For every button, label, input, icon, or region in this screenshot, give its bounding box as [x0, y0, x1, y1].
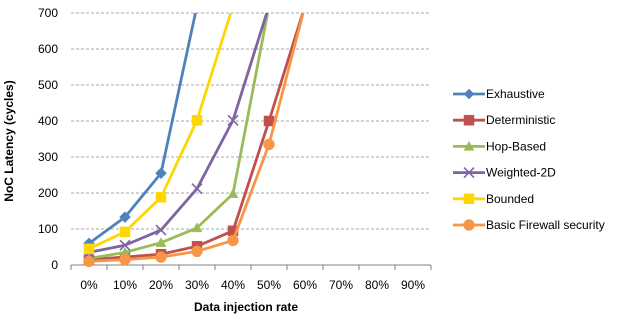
- legend-label: Bounded: [486, 192, 534, 206]
- x-tick-label: 80%: [365, 278, 389, 292]
- legend-label: Hop-Based: [486, 139, 546, 153]
- data-point: [119, 253, 131, 266]
- legend-label: Exhaustive: [486, 87, 545, 101]
- x-tick-labels: 0% 10% 20% 30% 40% 50% 60% 70% 80% 90%: [70, 265, 432, 292]
- legend-entry: Bounded: [453, 192, 534, 206]
- x-tick-label: 30%: [185, 278, 209, 292]
- y-tick-label: 700: [38, 6, 58, 20]
- x-tick-label: 70%: [329, 278, 353, 292]
- y-tick-labels: 0 100 200 300 400 500 600 700: [38, 6, 58, 272]
- y-tick-label: 600: [38, 42, 58, 56]
- legend-entry: Exhaustive: [453, 87, 545, 101]
- legend-entry: Hop-Based: [453, 139, 546, 153]
- series-lines: [83, 13, 305, 268]
- data-point: [155, 167, 167, 180]
- x-tick-label: 20%: [149, 278, 173, 292]
- data-point: [119, 226, 131, 238]
- data-point: [155, 237, 167, 247]
- legend: Exhaustive Deterministic Hop-Based Weighted…: [453, 87, 605, 232]
- legend-marker: [463, 193, 475, 205]
- series-line: [88, 13, 197, 245]
- legend-marker: [463, 219, 475, 231]
- series-hop-based: [83, 13, 270, 263]
- series-exhaustive: [83, 13, 197, 250]
- y-tick-label: 200: [38, 186, 58, 200]
- data-point: [191, 183, 203, 195]
- y-tick-label: 100: [38, 222, 58, 236]
- y-tick-label: 300: [38, 150, 58, 164]
- legend-label: Deterministic: [486, 113, 555, 127]
- series-basic-firewall-security: [83, 13, 305, 268]
- data-point: [155, 224, 167, 236]
- x-tick-label: 60%: [293, 278, 317, 292]
- x-axis-title: Data injection rate: [194, 300, 298, 314]
- data-point: [263, 138, 275, 151]
- legend-marker: [463, 167, 475, 179]
- data-point: [119, 239, 131, 251]
- data-point: [83, 243, 95, 255]
- legend-marker: [463, 88, 475, 100]
- gridlines: [71, 12, 431, 266]
- x-tick-label: 50%: [257, 278, 281, 292]
- legend-label: Basic Firewall security: [486, 218, 605, 232]
- data-point: [191, 245, 203, 258]
- x-tick-label: 10%: [113, 278, 137, 292]
- data-point: [227, 188, 239, 198]
- y-tick-label: 500: [38, 78, 58, 92]
- legend-entry: Deterministic: [453, 113, 555, 127]
- x-tick-label: 0%: [80, 278, 98, 292]
- y-axis-title: NoC Latency (cycles): [2, 80, 16, 201]
- legend-marker: [463, 140, 475, 151]
- data-point: [155, 192, 167, 203]
- data-point: [263, 115, 275, 127]
- x-tick-label: 90%: [401, 278, 425, 292]
- legend-entry: Weighted-2D: [453, 166, 556, 180]
- data-point: [227, 114, 239, 126]
- data-point: [227, 234, 239, 247]
- data-point: [191, 222, 203, 233]
- data-point: [119, 211, 131, 223]
- y-tick-label: 400: [38, 114, 58, 128]
- legend-label: Weighted-2D: [486, 166, 556, 180]
- y-tick-label: 0: [51, 258, 58, 272]
- legend-marker: [463, 114, 475, 126]
- series-line: [88, 13, 269, 254]
- data-point: [191, 115, 203, 126]
- series-line: [88, 13, 270, 260]
- legend-entry: Basic Firewall security: [453, 218, 605, 232]
- x-tick-label: 40%: [221, 278, 245, 292]
- data-point: [155, 251, 167, 263]
- data-point: [83, 255, 95, 268]
- series-bounded: [83, 13, 233, 255]
